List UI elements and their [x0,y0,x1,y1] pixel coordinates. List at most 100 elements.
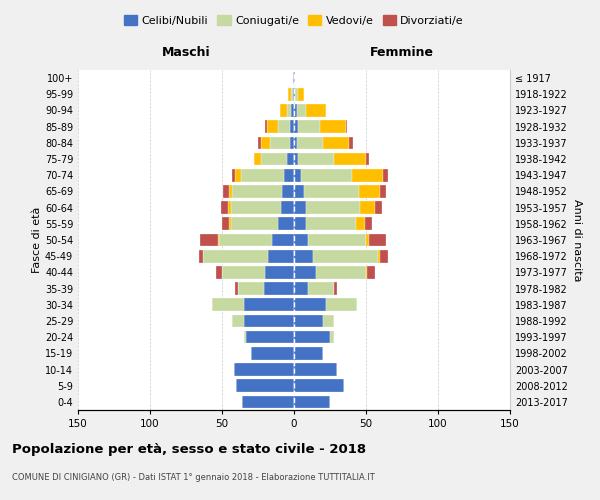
Bar [268,250,294,262]
Bar [281,202,294,214]
Bar [228,202,230,214]
Bar [284,169,294,181]
Bar [326,298,358,311]
Bar [280,104,287,117]
Bar [235,169,241,181]
Bar [232,185,283,198]
Bar [288,88,291,101]
Bar [244,314,294,328]
Bar [298,120,320,133]
Bar [298,88,304,101]
Bar [323,136,349,149]
Bar [294,380,344,392]
Bar [304,185,359,198]
Bar [244,298,294,311]
Bar [283,185,294,198]
Bar [238,282,264,295]
Bar [232,314,244,328]
Bar [294,152,298,166]
Bar [222,266,265,278]
Bar [221,202,228,214]
Bar [305,104,326,117]
Bar [242,396,294,408]
Bar [265,266,294,278]
Bar [291,88,293,101]
Bar [254,152,261,166]
Bar [293,88,294,101]
Bar [294,234,308,246]
Bar [278,120,290,133]
Bar [294,218,305,230]
Bar [301,169,352,181]
Bar [258,136,261,149]
Bar [219,234,272,246]
Bar [294,136,297,149]
Text: Popolazione per età, sesso e stato civile - 2018: Popolazione per età, sesso e stato civil… [12,442,366,456]
Bar [199,250,203,262]
Bar [294,185,304,198]
Bar [290,120,294,133]
Bar [323,314,334,328]
Bar [278,218,294,230]
Bar [232,169,235,181]
Bar [367,266,374,278]
Bar [294,347,323,360]
Bar [244,331,247,344]
Bar [233,363,294,376]
Bar [222,218,229,230]
Bar [369,234,386,246]
Bar [200,234,218,246]
Bar [334,152,366,166]
Text: Femmine: Femmine [370,46,434,59]
Bar [366,234,369,246]
Bar [223,185,229,198]
Bar [230,202,281,214]
Bar [241,169,284,181]
Bar [313,250,377,262]
Bar [305,202,360,214]
Bar [366,266,367,278]
Bar [294,363,337,376]
Bar [229,185,232,198]
Y-axis label: Anni di nascita: Anni di nascita [572,198,581,281]
Bar [356,218,365,230]
Bar [229,218,230,230]
Bar [212,298,244,311]
Bar [236,380,294,392]
Bar [349,136,353,149]
Bar [316,266,366,278]
Bar [294,250,313,262]
Bar [287,152,294,166]
Bar [235,282,238,295]
Bar [294,88,295,101]
Bar [294,282,308,295]
Bar [290,136,294,149]
Bar [293,72,294,85]
Bar [377,250,380,262]
Bar [298,152,334,166]
Bar [294,169,301,181]
Bar [230,218,278,230]
Bar [383,169,388,181]
Bar [261,136,269,149]
Bar [269,136,290,149]
Bar [366,152,369,166]
Bar [294,314,323,328]
Bar [291,104,294,117]
Bar [294,331,330,344]
Bar [203,250,268,262]
Bar [346,120,347,133]
Bar [365,218,372,230]
Bar [297,136,323,149]
Legend: Celibi/Nubili, Coniugati/e, Vedovi/e, Divorziati/e: Celibi/Nubili, Coniugati/e, Vedovi/e, Di… [119,10,469,30]
Text: COMUNE DI CINIGIANO (GR) - Dati ISTAT 1° gennaio 2018 - Elaborazione TUTTITALIA.: COMUNE DI CINIGIANO (GR) - Dati ISTAT 1°… [12,472,375,482]
Y-axis label: Fasce di età: Fasce di età [32,207,42,273]
Bar [308,234,366,246]
Bar [264,282,294,295]
Bar [216,266,222,278]
Bar [294,396,330,408]
Bar [320,120,346,133]
Bar [294,104,297,117]
Bar [294,202,305,214]
Bar [247,331,294,344]
